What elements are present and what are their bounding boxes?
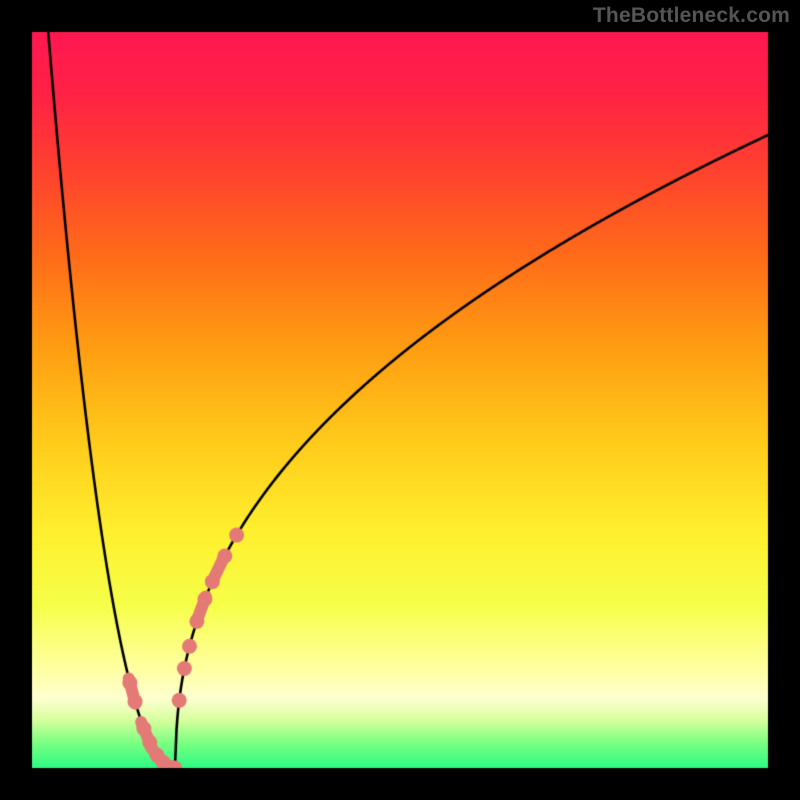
watermark-text: TheBottleneck.com: [593, 4, 790, 28]
bottleneck-chart-canvas: [0, 0, 800, 800]
chart-stage: TheBottleneck.com: [0, 0, 800, 800]
